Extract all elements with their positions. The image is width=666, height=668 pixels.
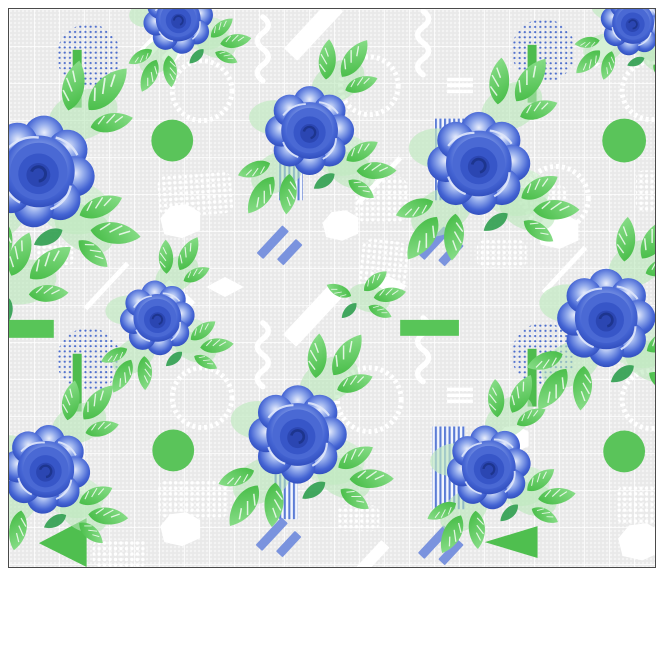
pattern-canvas — [9, 9, 655, 567]
green-shape-motifs — [9, 118, 647, 567]
caption-area: SHx-1657-2 W:2m 3 Limited:China-中国 — [0, 568, 666, 668]
fabric-pattern-image — [8, 8, 656, 568]
